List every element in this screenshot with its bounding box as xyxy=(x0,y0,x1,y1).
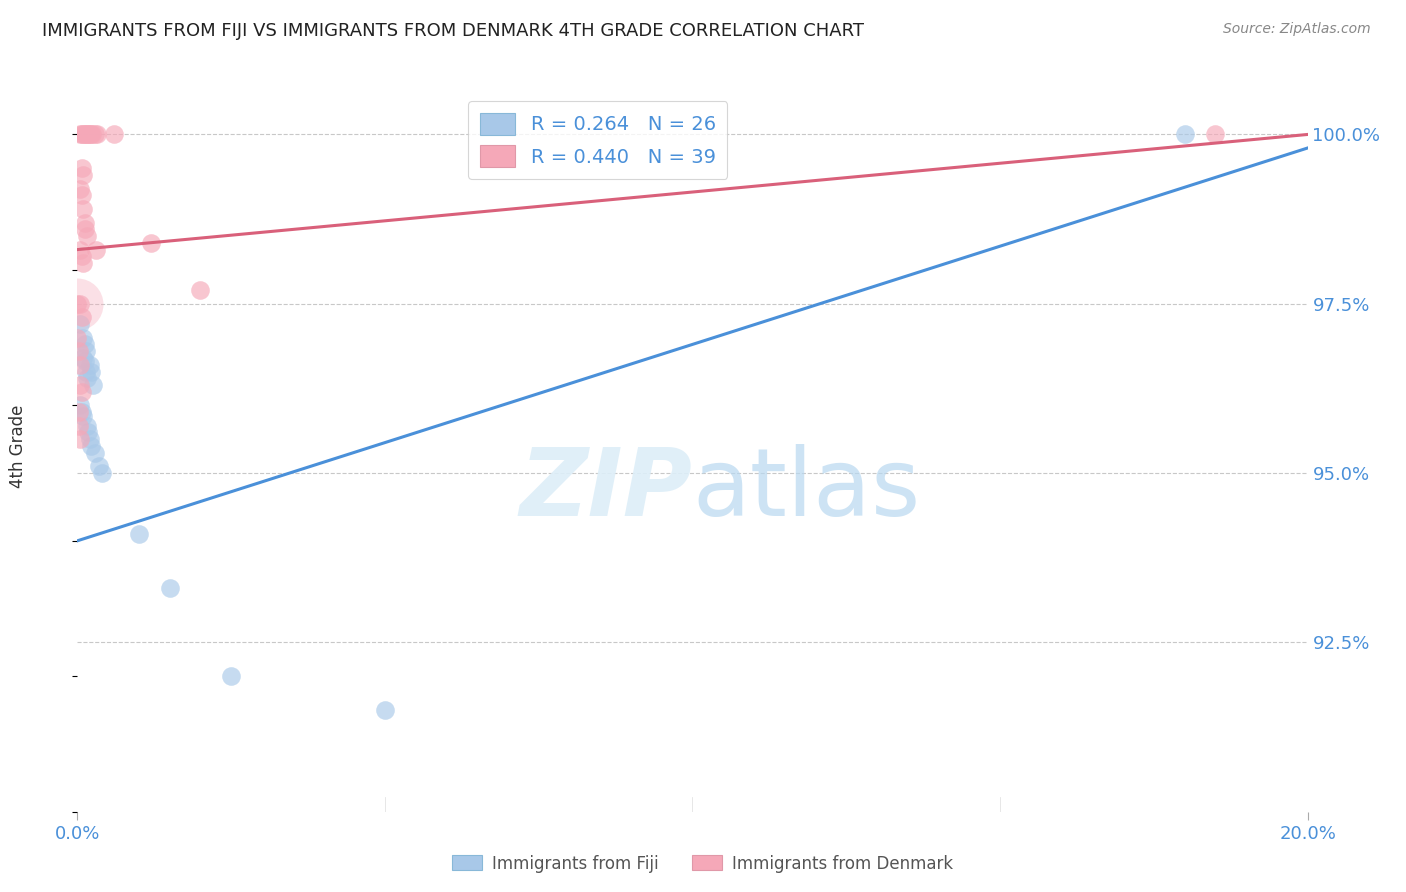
Point xyxy=(374,703,396,717)
Point xyxy=(72,202,94,216)
Point xyxy=(70,161,93,176)
Text: Source: ZipAtlas.com: Source: ZipAtlas.com xyxy=(1223,22,1371,37)
Point xyxy=(77,425,100,440)
Point xyxy=(80,439,103,453)
Point xyxy=(66,297,89,311)
Point xyxy=(82,378,104,392)
Point xyxy=(69,128,91,142)
Point xyxy=(75,128,97,142)
Point xyxy=(70,405,93,419)
Point xyxy=(75,364,97,378)
Text: IMMIGRANTS FROM FIJI VS IMMIGRANTS FROM DENMARK 4TH GRADE CORRELATION CHART: IMMIGRANTS FROM FIJI VS IMMIGRANTS FROM … xyxy=(42,22,865,40)
Point xyxy=(76,371,98,385)
Point xyxy=(73,128,96,142)
Point xyxy=(87,459,110,474)
Point xyxy=(141,235,163,250)
Point xyxy=(80,128,103,142)
Point xyxy=(76,128,98,142)
Point xyxy=(69,358,91,372)
Point xyxy=(86,128,108,142)
Point xyxy=(79,128,101,142)
Point xyxy=(67,344,90,359)
Point xyxy=(72,351,94,365)
Point xyxy=(83,446,105,460)
Point xyxy=(128,527,150,541)
Point xyxy=(69,378,91,392)
Point xyxy=(69,317,91,331)
Point xyxy=(1174,128,1197,142)
Point xyxy=(72,331,94,345)
Point xyxy=(82,128,104,142)
Point xyxy=(72,128,94,142)
Point xyxy=(72,168,94,182)
Point xyxy=(79,358,101,372)
Legend: R = 0.264   N = 26, R = 0.440   N = 39: R = 0.264 N = 26, R = 0.440 N = 39 xyxy=(468,101,727,179)
Point xyxy=(70,310,93,325)
Point xyxy=(73,222,96,236)
Point xyxy=(70,384,93,399)
Point xyxy=(76,418,98,433)
Point xyxy=(69,181,91,195)
Point xyxy=(1204,128,1226,142)
Point xyxy=(67,418,90,433)
Point xyxy=(90,466,114,480)
Point xyxy=(103,128,125,142)
Point xyxy=(219,669,242,683)
Point xyxy=(69,243,91,257)
Point xyxy=(72,409,94,423)
Point xyxy=(66,331,89,345)
Point xyxy=(75,344,97,359)
Point xyxy=(83,128,105,142)
Point xyxy=(69,432,91,446)
Point xyxy=(73,354,96,368)
Text: 4th Grade: 4th Grade xyxy=(10,404,27,488)
Point xyxy=(70,188,93,202)
Point xyxy=(70,249,93,263)
Point xyxy=(77,128,100,142)
Point xyxy=(72,256,94,270)
Point xyxy=(70,128,93,142)
Text: ZIP: ZIP xyxy=(520,444,693,536)
Point xyxy=(67,405,90,419)
Point xyxy=(76,229,98,244)
Point xyxy=(73,215,96,229)
Text: atlas: atlas xyxy=(693,444,921,536)
Point xyxy=(69,297,91,311)
Point xyxy=(159,581,181,595)
Point xyxy=(190,283,212,297)
Point xyxy=(80,364,103,378)
Point xyxy=(69,398,91,412)
Point xyxy=(84,243,107,257)
Legend: Immigrants from Fiji, Immigrants from Denmark: Immigrants from Fiji, Immigrants from De… xyxy=(446,848,960,880)
Point xyxy=(66,297,89,311)
Point xyxy=(79,432,101,446)
Point xyxy=(73,337,96,351)
